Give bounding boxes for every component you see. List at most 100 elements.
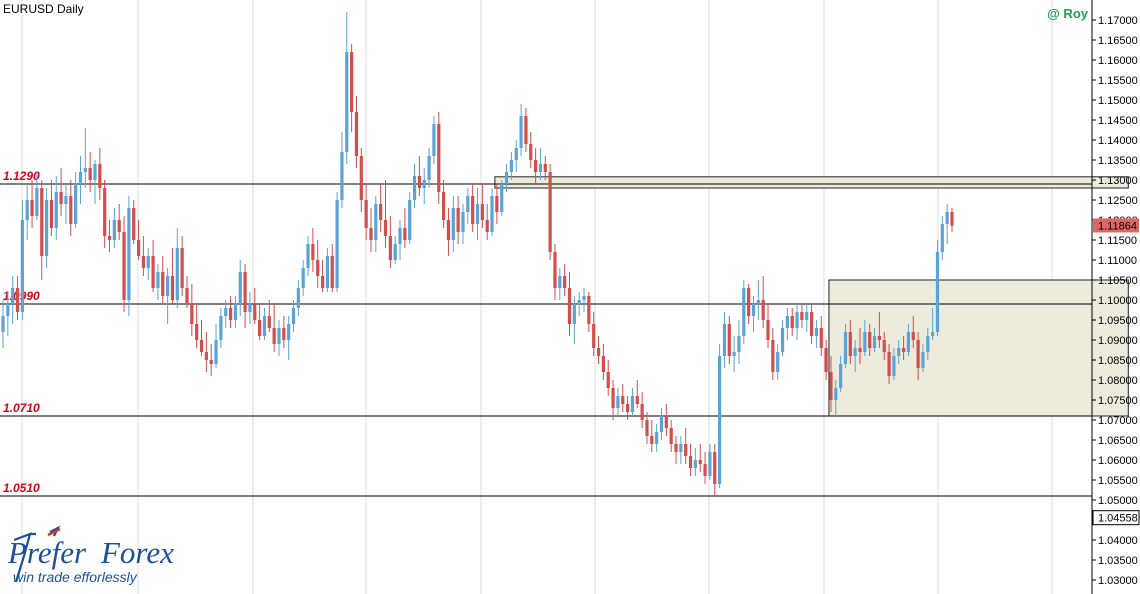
candle-body — [301, 268, 305, 288]
candle-body — [500, 184, 504, 212]
logo-tagline: win trade efforlessly — [13, 569, 138, 585]
range-zone — [828, 279, 1129, 417]
candle-body — [15, 288, 20, 312]
candle-body — [204, 352, 208, 360]
candle-body — [829, 372, 833, 400]
candle-body — [166, 276, 170, 296]
candle-body — [664, 416, 668, 428]
candle-body — [340, 152, 344, 200]
candle-body — [451, 208, 455, 240]
candle-body — [170, 276, 175, 300]
candle-body — [49, 200, 54, 228]
candle-body — [383, 220, 388, 236]
candle-body — [374, 204, 378, 240]
candle-body — [228, 308, 233, 320]
candle-body — [74, 184, 78, 224]
candle-body — [776, 352, 780, 372]
candle-body — [548, 172, 552, 252]
y-tick-label: 1.06000 — [1098, 455, 1138, 467]
candle-body — [785, 316, 789, 328]
author-label: @ Roy — [1047, 6, 1089, 21]
candle-body — [843, 332, 848, 364]
candles — [1, 12, 954, 496]
candle-body — [897, 348, 901, 356]
candle-body — [243, 272, 247, 312]
candle-body — [475, 204, 480, 224]
candle-body — [122, 232, 126, 300]
candle-body — [253, 304, 257, 320]
candle-body — [727, 324, 731, 356]
candle-body — [146, 256, 150, 268]
y-tick-label: 1.11500 — [1098, 235, 1137, 247]
candle-body — [534, 160, 538, 172]
candle-body — [872, 336, 877, 348]
candle-body — [892, 356, 896, 376]
candle-body — [722, 324, 727, 356]
candle-body — [219, 316, 223, 340]
candle-body — [311, 244, 315, 260]
level-label: 1.1290 — [3, 169, 40, 183]
candle-body — [325, 256, 330, 288]
candle-body — [350, 52, 354, 112]
candle-body — [795, 312, 799, 328]
chart-title: EURUSD Daily — [3, 2, 84, 16]
candle-body — [180, 248, 184, 288]
y-axis: 1.17000 1.16500 1.16000 1.15500 1.15000 1.145… — [1091, 0, 1140, 594]
candle-body — [834, 388, 838, 400]
candle-body — [54, 192, 58, 228]
candle-body — [853, 348, 857, 356]
y-tick-label: 1.15000 — [1098, 95, 1138, 107]
candle-body — [877, 336, 881, 340]
candle-body — [107, 236, 112, 240]
y-tick-label: 1.05000 — [1098, 495, 1138, 507]
candle-body — [442, 192, 446, 220]
current-price-box — [1093, 218, 1139, 233]
candle-body — [141, 256, 146, 268]
current-price-label: 1.11864 — [1098, 220, 1137, 232]
candle-body — [529, 144, 533, 160]
y-tick-label: 1.14500 — [1098, 115, 1138, 127]
candle-body — [524, 116, 528, 144]
candle-body — [258, 320, 262, 336]
y-tick-label: 1.14000 — [1098, 135, 1138, 147]
candle-body — [911, 332, 915, 340]
y-tick-label: 1.07000 — [1098, 415, 1138, 427]
candle-body — [504, 172, 509, 184]
candle-body — [780, 328, 785, 352]
candle-body — [814, 328, 819, 336]
candle-body — [935, 252, 940, 332]
y-tick-label: 1.06500 — [1098, 435, 1138, 447]
candle-body — [611, 388, 615, 408]
candle-body — [408, 200, 412, 240]
candle-body — [887, 352, 891, 376]
candle-body — [882, 340, 886, 352]
candle-body — [64, 196, 68, 204]
y-tick-label: 1.16000 — [1098, 55, 1138, 67]
candle-body — [466, 196, 470, 212]
candle-body — [761, 300, 765, 320]
candle-body — [819, 328, 823, 348]
candle-body — [354, 112, 359, 156]
candle-body — [88, 168, 92, 180]
candle-body — [11, 288, 15, 304]
candle-body — [679, 444, 683, 452]
y-tick-label: 1.13000 — [1098, 175, 1138, 187]
candle-body — [359, 156, 363, 200]
candle-body — [790, 316, 794, 328]
candle-body — [471, 196, 475, 224]
candle-body — [717, 356, 722, 484]
candle-body — [839, 364, 843, 388]
candle-body — [485, 220, 489, 232]
candle-body — [543, 164, 547, 172]
candle-body — [437, 124, 441, 192]
candle-body — [858, 348, 862, 352]
low-price-label: 1.04558 — [1098, 513, 1138, 525]
candle-body — [693, 460, 697, 468]
y-tick-label: 1.16500 — [1098, 35, 1138, 47]
candle-body — [93, 164, 97, 180]
candle-body — [287, 324, 291, 340]
level-label: 1.0710 — [3, 401, 40, 415]
candle-body — [916, 340, 920, 368]
candle-body — [151, 256, 155, 288]
